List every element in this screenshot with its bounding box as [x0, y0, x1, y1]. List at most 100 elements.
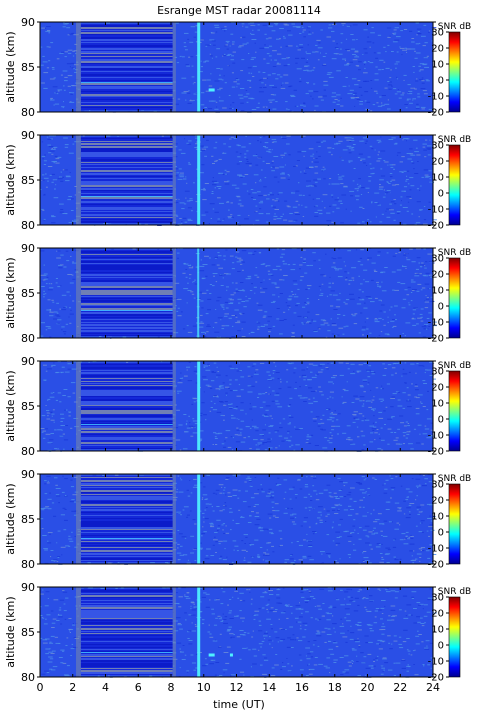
colorbar-tick-label: 30: [431, 141, 444, 152]
colorbar-tick-label: -10: [428, 431, 444, 442]
vertical-stripe: [197, 361, 201, 451]
y-tick-label: 85: [21, 174, 35, 187]
x-tick-label: 14: [262, 681, 276, 694]
y-tick-label: 80: [21, 671, 35, 684]
colorbar-tick-label: -20: [428, 108, 444, 119]
y-tick-label: 80: [21, 445, 35, 458]
y-tick-label: 90: [21, 129, 35, 142]
layer-block: [80, 476, 173, 562]
colorbar-tick-label: 30: [431, 367, 444, 378]
colorbar-label: SNR dB: [438, 22, 471, 32]
x-tick-label: 10: [197, 681, 211, 694]
chart-title: Esrange MST radar 20081114: [157, 4, 321, 17]
panel-4: 80 85 90 altitude (km) SNR dB -20 -10 0 10 20 30: [4, 355, 471, 458]
x-tick-label: 6: [135, 681, 142, 694]
y-tick-label: 80: [21, 106, 35, 119]
gray-band: [76, 22, 81, 112]
gray-band: [76, 474, 81, 564]
colorbar-tick-label: 10: [431, 625, 444, 636]
x-axis: 0 2 4 6 8 10 12 14 16 18 20 22 24: [37, 22, 440, 694]
x-tick-label: 0: [37, 681, 44, 694]
x-tick-label: 12: [230, 681, 244, 694]
layer-block: [80, 363, 173, 449]
y-axis-label: altitude (km): [4, 596, 17, 667]
colorbar-tick-label: -10: [428, 92, 444, 103]
y-tick-label: 90: [21, 16, 35, 29]
y-tick-label: 85: [21, 61, 35, 74]
y-tick-label: 85: [21, 626, 35, 639]
panel-5: 80 85 90 altitude (km) SNR dB -20 -10 0 10 20 30: [4, 468, 471, 571]
colorbar-tick-label: 10: [431, 60, 444, 71]
gray-band: [76, 361, 81, 451]
colorbar-tick-label: 20: [431, 157, 444, 168]
y-tick-label: 80: [21, 558, 35, 571]
vertical-stripe: [197, 474, 201, 564]
x-tick-label: 20: [361, 681, 375, 694]
colorbar: [448, 144, 461, 226]
colorbar-tick-label: 0: [438, 528, 444, 539]
y-tick-label: 90: [21, 468, 35, 481]
gray-band: [76, 248, 81, 338]
colorbar-tick-label: 20: [431, 383, 444, 394]
vertical-stripe: [197, 587, 201, 677]
y-axis-label: altitude (km): [4, 370, 17, 441]
layer-block: [80, 589, 173, 675]
colorbar-tick-label: -20: [428, 447, 444, 458]
colorbar: [448, 483, 461, 565]
colorbar-tick-label: 30: [431, 480, 444, 491]
colorbar-tick-label: -10: [428, 318, 444, 329]
colorbar-label: SNR dB: [438, 248, 471, 258]
colorbar-label: SNR dB: [438, 587, 471, 597]
y-tick-label: 90: [21, 242, 35, 255]
echo-mark: [229, 653, 233, 657]
panel-3: 80 85 90 altitude (km) SNR dB -20 -10 0 10 20 30: [4, 242, 471, 345]
colorbar-tick-label: -20: [428, 673, 444, 684]
y-axis-label: altitude (km): [4, 257, 17, 328]
colorbar: [448, 370, 461, 452]
layer-block: [80, 24, 173, 110]
colorbar-label: SNR dB: [438, 135, 471, 145]
x-tick-label: 16: [295, 681, 309, 694]
colorbar-tick-label: 10: [431, 512, 444, 523]
y-tick-label: 90: [21, 581, 35, 594]
vertical-stripe: [197, 248, 200, 338]
colorbar-tick-label: 0: [438, 189, 444, 200]
colorbar-tick-label: 0: [438, 641, 444, 652]
colorbar-label: SNR dB: [438, 474, 471, 484]
colorbar-tick-label: 30: [431, 254, 444, 265]
colorbar-tick-label: 0: [438, 415, 444, 426]
colorbar-tick-label: 20: [431, 609, 444, 620]
colorbar: [448, 257, 461, 339]
x-tick-label: 18: [328, 681, 342, 694]
y-tick-label: 80: [21, 219, 35, 232]
y-axis-label: altitude (km): [4, 144, 17, 215]
gray-band: [76, 135, 81, 225]
vertical-stripe: [197, 135, 201, 225]
y-tick-label: 85: [21, 287, 35, 300]
colorbar-tick-label: 20: [431, 496, 444, 507]
panel-1: 80 85 90 altitude (km) SNR dB -20 -10 0 10 20 30: [4, 16, 471, 119]
colorbar: [448, 31, 461, 113]
y-tick-label: 85: [21, 513, 35, 526]
y-axis-label: altitude (km): [4, 31, 17, 102]
colorbar-label: SNR dB: [438, 361, 471, 371]
colorbar-tick-label: 10: [431, 173, 444, 184]
gray-band: [76, 587, 81, 677]
colorbar-tick-label: 10: [431, 399, 444, 410]
panel-6: 80 85 90 altitude (km) SNR dB -20 -10 0 10 20 30: [4, 581, 471, 684]
x-tick-label: 8: [168, 681, 175, 694]
x-tick-label: 2: [69, 681, 76, 694]
colorbar-tick-label: -10: [428, 657, 444, 668]
x-tick-label: 4: [102, 681, 109, 694]
colorbar-tick-label: 10: [431, 286, 444, 297]
panel-2: 80 85 90 altitude (km) SNR dB -20 -10 0 10 20 30: [4, 129, 471, 232]
x-axis-label: time (UT): [213, 698, 265, 711]
colorbar-tick-label: 0: [438, 76, 444, 87]
colorbar-tick-label: 20: [431, 44, 444, 55]
y-tick-label: 80: [21, 332, 35, 345]
colorbar-tick-label: 30: [431, 593, 444, 604]
colorbar-tick-label: 0: [438, 302, 444, 313]
y-axis-label: altitude (km): [4, 483, 17, 554]
